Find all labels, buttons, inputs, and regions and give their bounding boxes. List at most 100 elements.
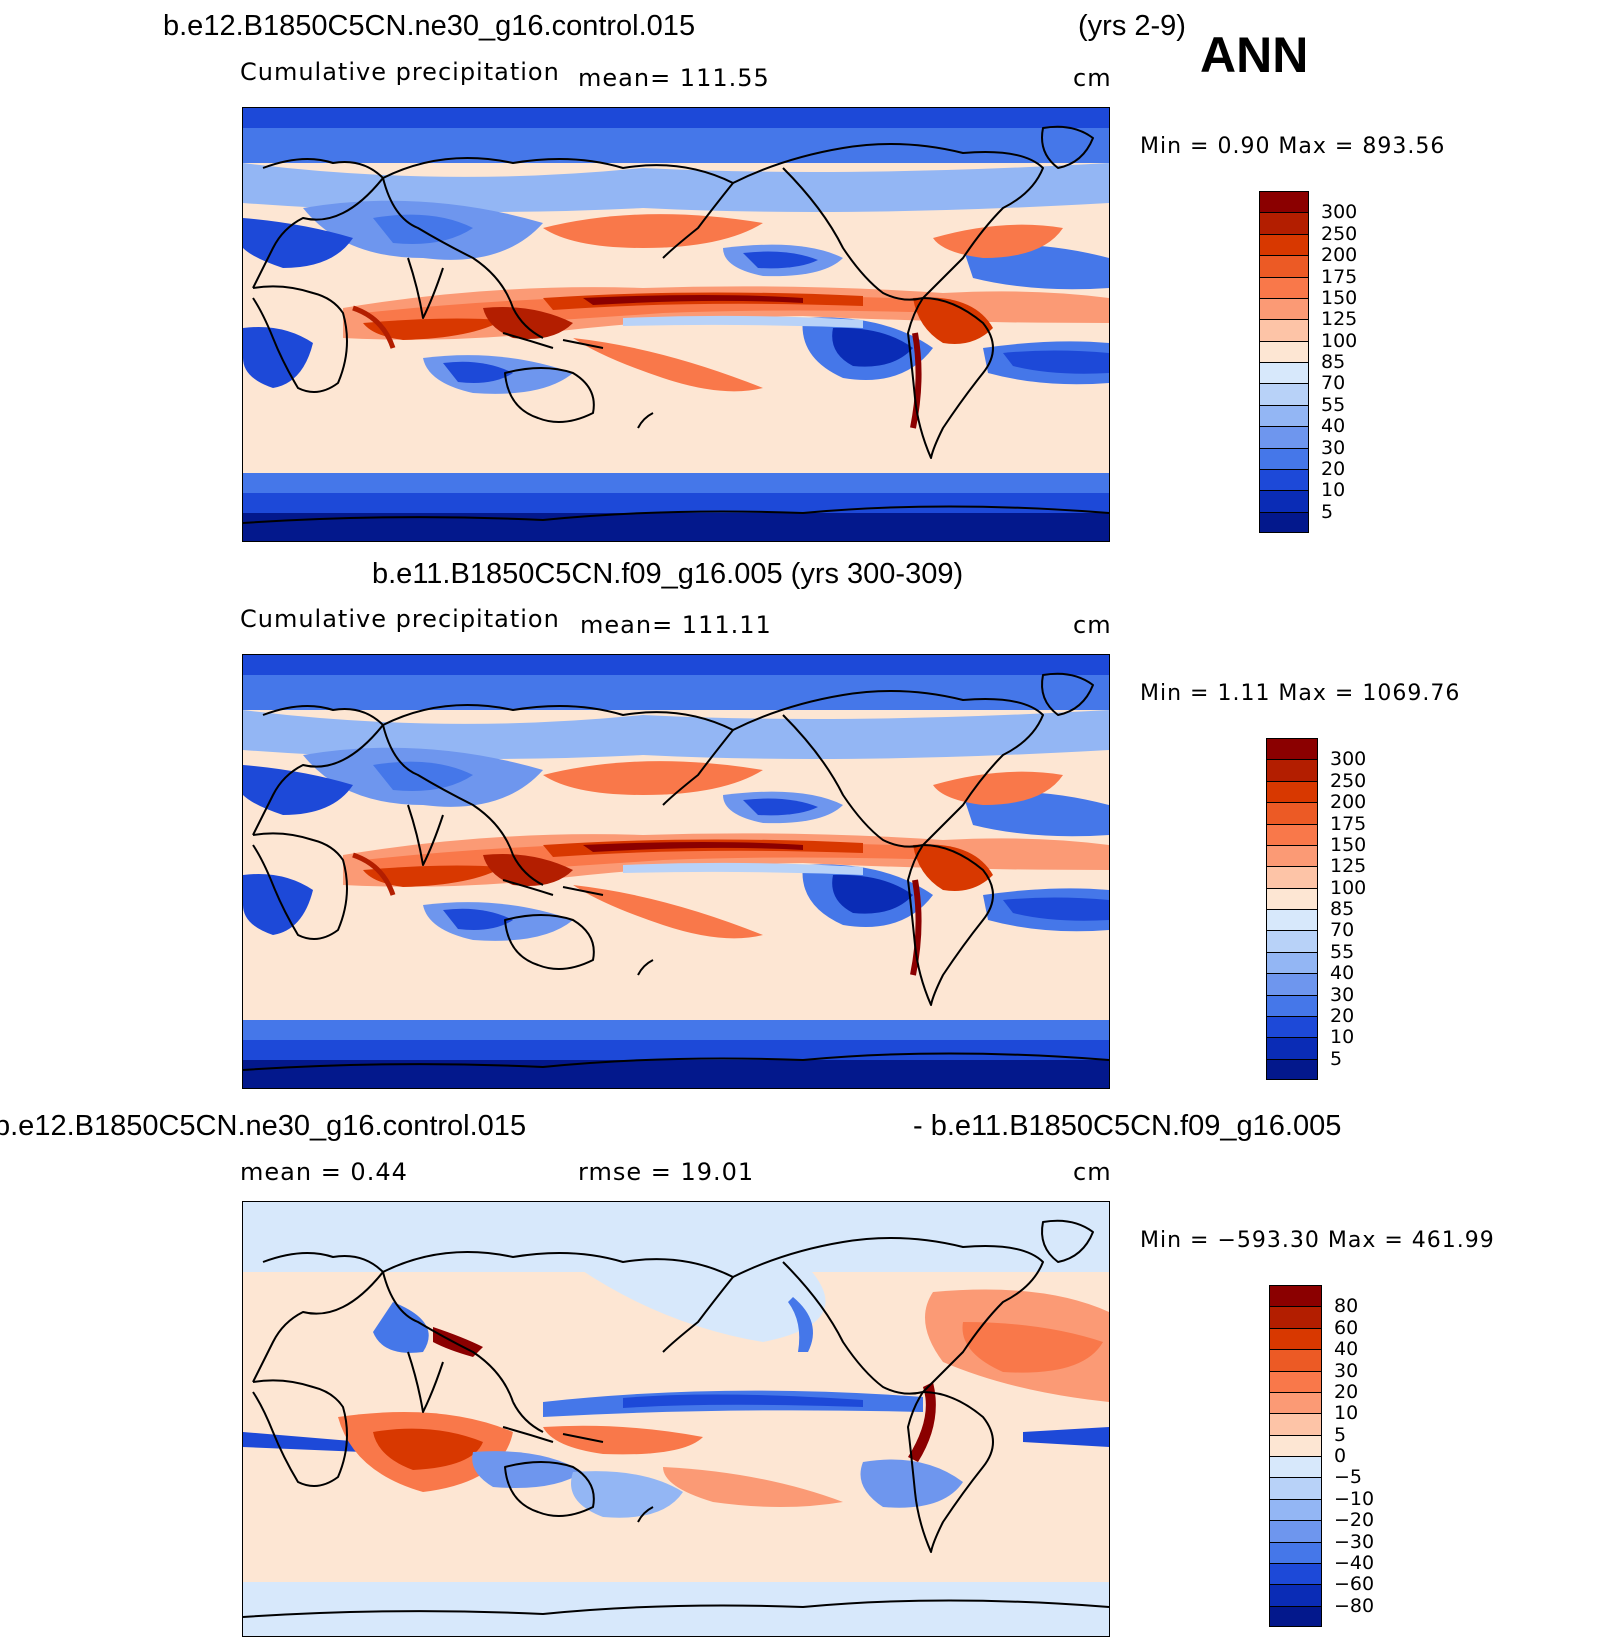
colorbar-tick-label: −30 <box>1334 1530 1375 1553</box>
colorbar-tick-label: 5 <box>1321 500 1334 523</box>
panel-bottom-units: cm <box>1073 1158 1112 1186</box>
colorbar-tick-label: 80 <box>1334 1295 1359 1318</box>
panel-bottom-mean: mean = 0.44 <box>240 1158 408 1186</box>
colorbar-swatch <box>1266 1037 1318 1059</box>
colorbar-swatch <box>1259 297 1309 320</box>
colorbar-tick-label: 300 <box>1321 201 1358 224</box>
colorbar-frame <box>1266 738 1318 1080</box>
colorbar-swatch <box>1269 1327 1322 1350</box>
colorbar-swatch <box>1266 844 1318 867</box>
colorbar-swatch <box>1266 951 1318 974</box>
colorbar-tick-label: 175 <box>1330 812 1367 835</box>
colorbar-swatch <box>1259 362 1309 384</box>
colorbar-tick-label: 5 <box>1330 1047 1343 1070</box>
precip-map-middle <box>243 655 1109 1088</box>
colorbar-tick-label: −80 <box>1334 1594 1375 1617</box>
colorbar-swatch <box>1266 802 1318 824</box>
colorbar-tick-label: 250 <box>1330 769 1367 792</box>
colorbar-tick-label: 20 <box>1330 1004 1355 1027</box>
colorbar-tick-label: 175 <box>1321 265 1358 288</box>
colorbar-tick-label: 30 <box>1334 1359 1359 1382</box>
colorbar-tick-label: 10 <box>1330 1026 1355 1049</box>
colorbar-swatch <box>1269 1349 1322 1371</box>
colorbar-swatch <box>1269 1306 1322 1328</box>
panel-top-variable: Cumulative precipitation <box>240 58 560 86</box>
colorbar-swatch <box>1269 1434 1322 1456</box>
colorbar-swatch <box>1269 1498 1322 1521</box>
panel-bottom-case-right: - b.e11.B1850C5CN.f09_g16.005 <box>913 1110 1342 1142</box>
panel-top-colorbar: 300 250 200 175 150 125 100 85 70 55 40 30 20 10 5 <box>1259 191 1357 533</box>
colorbar-tick-label: 150 <box>1321 286 1358 309</box>
colorbar-tick-label: 125 <box>1330 855 1367 878</box>
colorbar-swatch <box>1266 930 1318 952</box>
panel-top-units: cm <box>1073 64 1112 92</box>
colorbar-swatch <box>1266 973 1318 995</box>
colorbar-tick-label: 0 <box>1334 1445 1347 1467</box>
colorbar-tick-label: 40 <box>1334 1338 1359 1361</box>
colorbar-tick-label: 125 <box>1321 308 1358 331</box>
colorbar-tick-label: 20 <box>1334 1380 1359 1403</box>
colorbar-swatch <box>1269 1584 1322 1606</box>
panel-middle-variable: Cumulative precipitation <box>240 605 560 633</box>
colorbar-swatch <box>1269 1391 1322 1414</box>
panel-bottom-minmax: Min = −593.30 Max = 461.99 <box>1140 1228 1495 1253</box>
colorbar-swatch <box>1259 404 1309 427</box>
colorbar-tick-label: 10 <box>1321 479 1346 502</box>
colorbar-tick-label: 30 <box>1330 983 1355 1006</box>
colorbar-tick-label: 200 <box>1321 244 1358 267</box>
colorbar-swatch <box>1269 1562 1322 1585</box>
colorbar-swatch <box>1266 994 1318 1016</box>
panel-top-case-title: b.e12.B1850C5CN.ne30_g16.control.015 <box>163 10 696 42</box>
panel-top-mean: mean= 111.55 <box>578 64 770 92</box>
colorbar-swatch <box>1259 276 1309 298</box>
colorbar-tick-label: 250 <box>1321 222 1358 245</box>
colorbar-swatch <box>1269 1541 1322 1563</box>
colorbar-swatch <box>1269 1477 1322 1499</box>
colorbar-swatch <box>1269 1605 1322 1627</box>
colorbar-swatch <box>1259 511 1309 533</box>
colorbar-tick-label: 70 <box>1321 372 1346 395</box>
panel-bottom-case-left: b.e12.B1850C5CN.ne30_g16.control.015 <box>0 1110 527 1142</box>
colorbar-swatch <box>1266 759 1318 781</box>
panel-middle-colorbar: 300 250 200 175 150 125 100 85 70 55 40 30 20 10 5 <box>1266 738 1366 1080</box>
colorbar-tick-label: 40 <box>1321 415 1346 438</box>
season-label: ANN <box>1200 27 1309 83</box>
colorbar-swatch <box>1266 909 1318 931</box>
panel-bottom-colorbar: 80 60 40 30 20 10 5 0 −5 −10 −20 −30 −40 −60 −80 <box>1269 1285 1374 1627</box>
colorbar-tick-label: −60 <box>1334 1573 1375 1596</box>
colorbar-swatch <box>1266 887 1318 909</box>
colorbar-tick-label: 40 <box>1330 962 1355 985</box>
panel-bottom-map <box>242 1201 1110 1637</box>
colorbar-tick-label: 100 <box>1330 876 1367 899</box>
colorbar-tick-label: 300 <box>1330 748 1367 771</box>
colorbar-swatch <box>1259 383 1309 405</box>
colorbar-tick-label: 5 <box>1334 1423 1347 1446</box>
panel-middle-mean: mean= 111.11 <box>580 611 772 639</box>
panel-middle-case-title: b.e11.B1850C5CN.f09_g16.005 (yrs 300-309… <box>372 558 964 590</box>
panel-bottom-rmse: rmse = 19.01 <box>578 1158 755 1186</box>
colorbar-tick-label: 70 <box>1330 919 1355 942</box>
colorbar-tick-label: 20 <box>1321 457 1346 480</box>
colorbar-swatch <box>1259 447 1309 469</box>
colorbar-swatch <box>1259 490 1309 512</box>
colorbar-swatch <box>1266 866 1318 888</box>
colorbar-swatch <box>1269 1413 1322 1435</box>
colorbar-tick-label: −20 <box>1334 1509 1375 1532</box>
colorbar-tick-label: −5 <box>1334 1466 1363 1489</box>
colorbar-swatch <box>1259 233 1309 256</box>
colorbar-tick-label: 85 <box>1330 898 1355 920</box>
colorbar-tick-label: 60 <box>1334 1316 1359 1339</box>
colorbar-tick-label: 100 <box>1321 329 1358 352</box>
panel-top-years: (yrs 2-9) <box>1078 10 1186 42</box>
precip-map-top <box>243 108 1109 541</box>
colorbar-swatch <box>1266 1058 1318 1080</box>
diff-map-bottom <box>243 1202 1109 1636</box>
colorbar-tick-label: 55 <box>1330 940 1355 963</box>
colorbar-tick-label: 200 <box>1330 791 1367 814</box>
colorbar-tick-label: −10 <box>1334 1487 1375 1510</box>
panel-middle-map <box>242 654 1110 1089</box>
colorbar-tick-label: 150 <box>1330 833 1367 856</box>
colorbar-frame <box>1269 1285 1322 1627</box>
colorbar-swatch <box>1259 468 1309 491</box>
colorbar-swatch <box>1269 1456 1322 1478</box>
